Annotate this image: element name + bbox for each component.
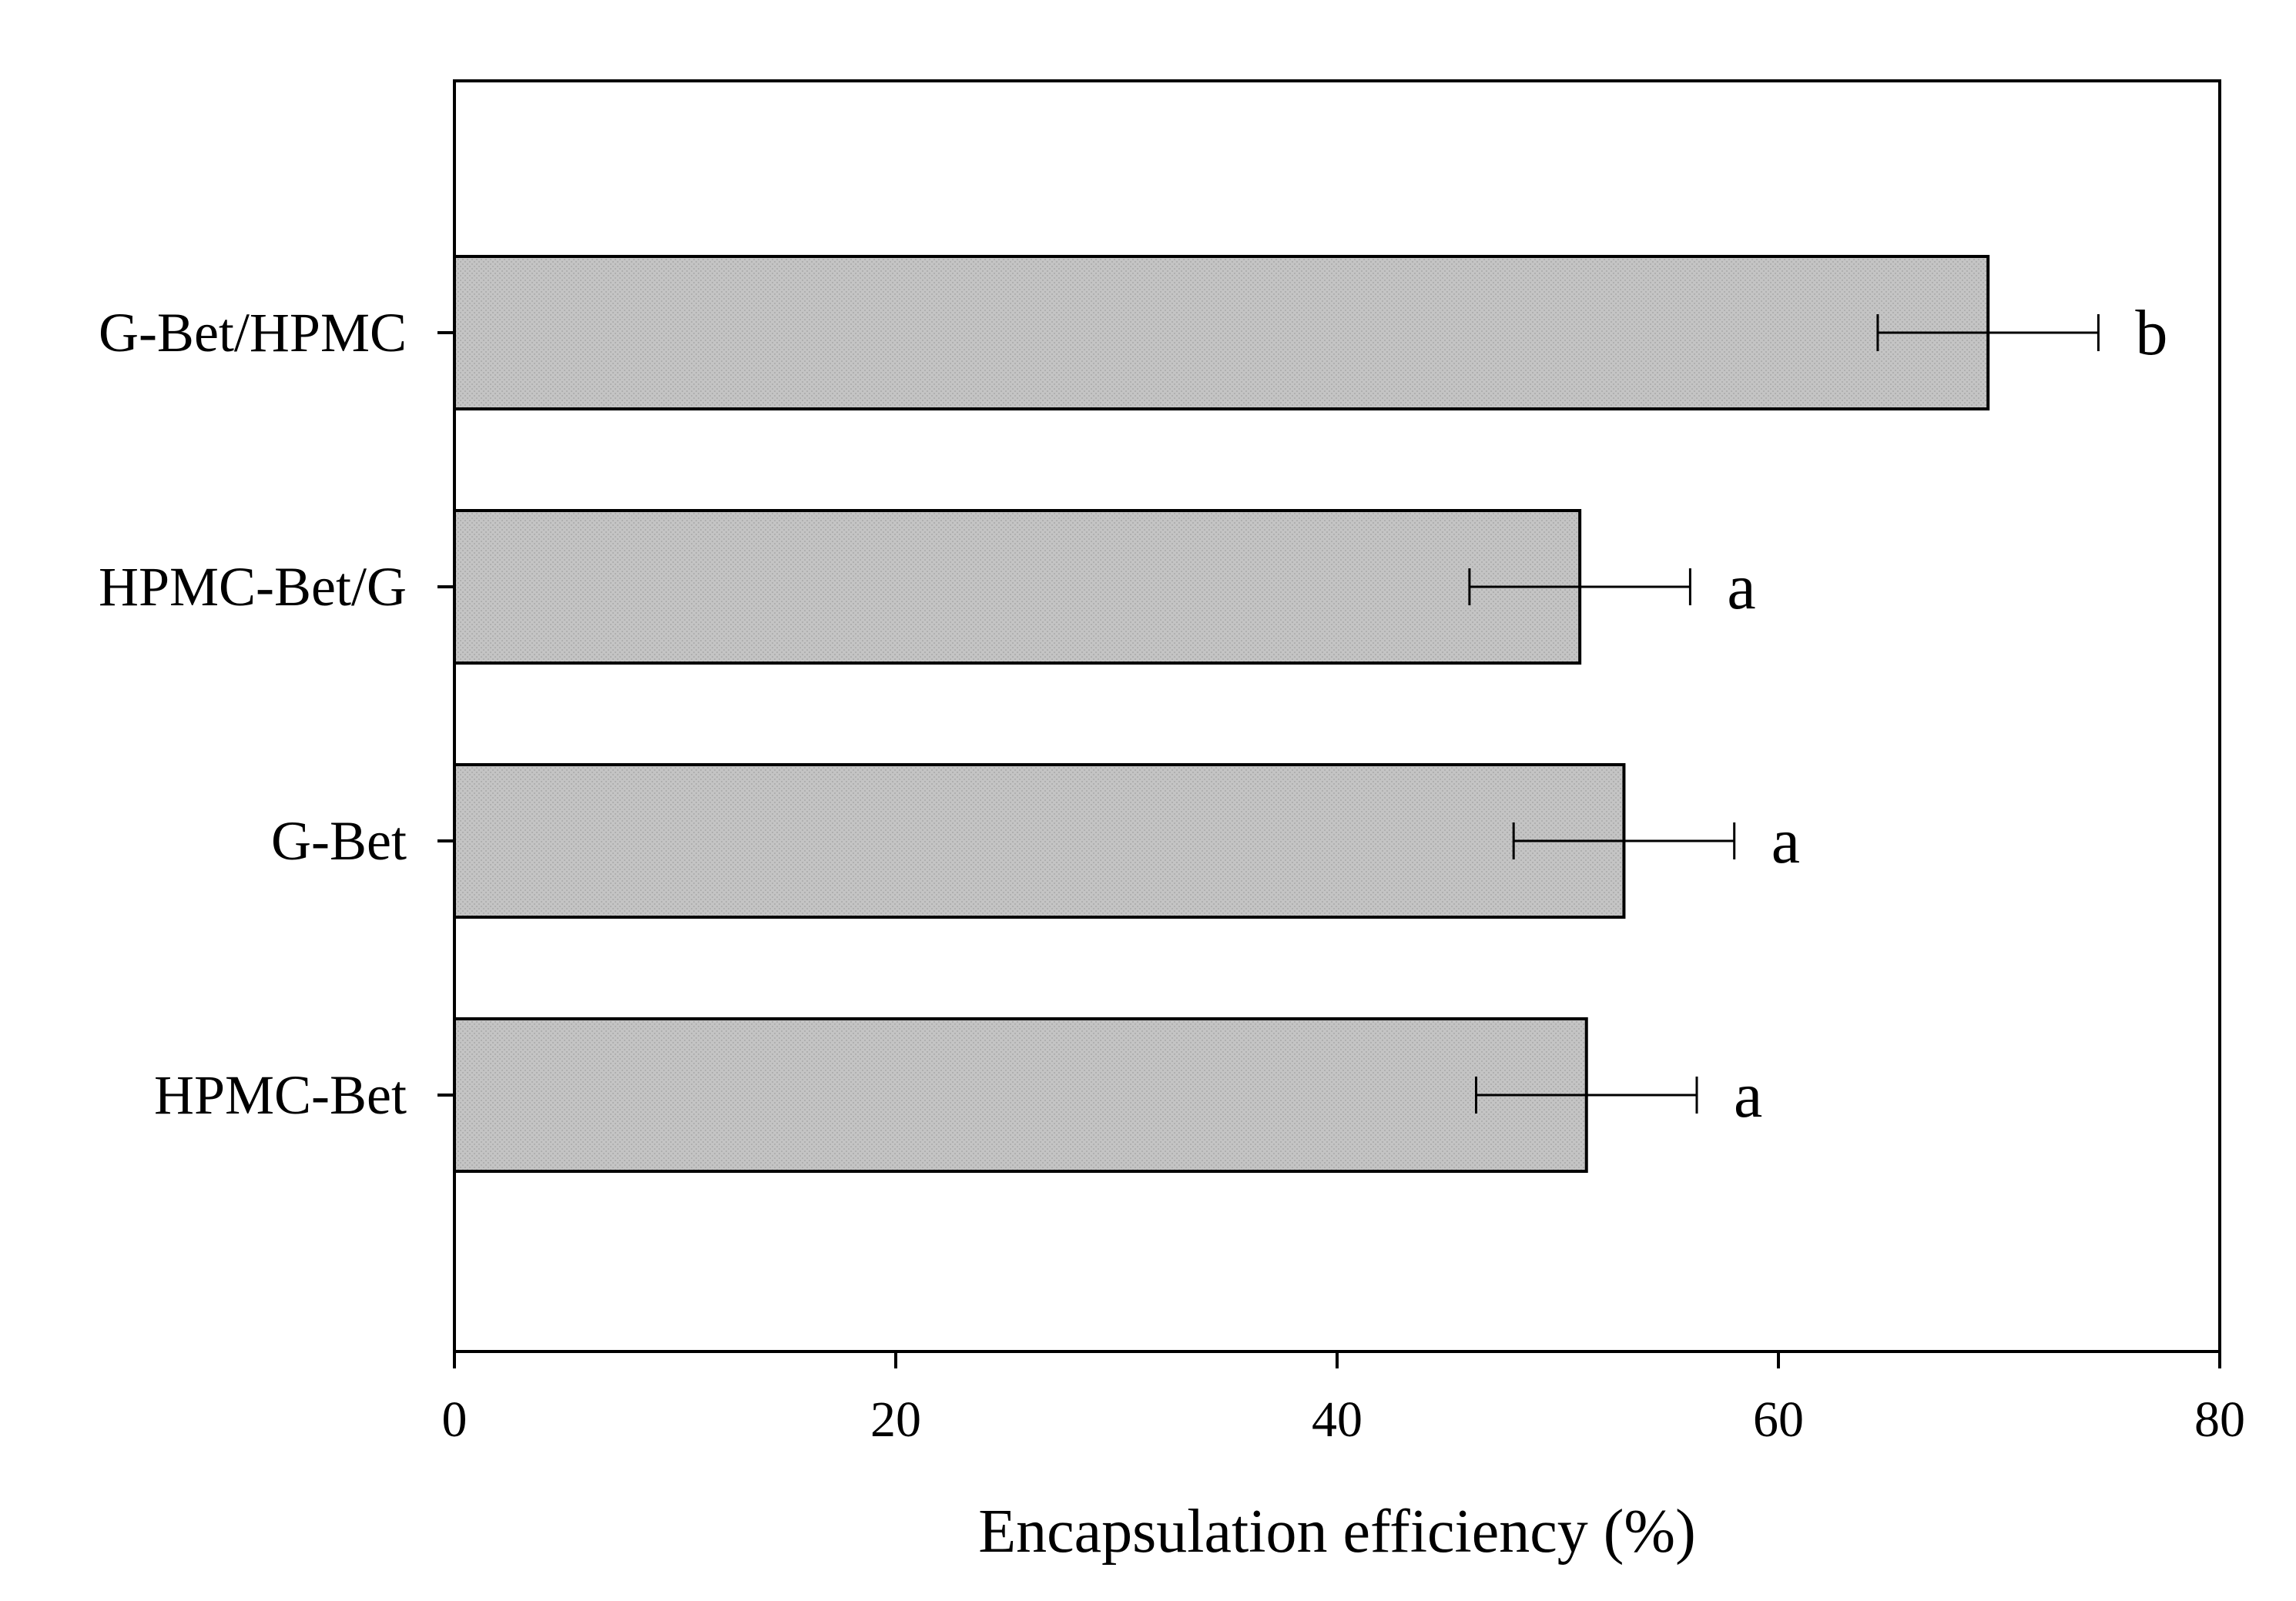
significance-label: a [1734, 1060, 1762, 1131]
error-bars-layer [1468, 314, 2100, 1114]
bar-g-bet [453, 763, 1626, 919]
significance-label: a [1727, 551, 1755, 623]
significance-labels-layer: b a a a [1727, 297, 2167, 1131]
x-tick-label: 80 [2194, 1392, 2245, 1448]
significance-label: a [1771, 806, 1800, 877]
error-bar-hpmc-bet-g [1468, 568, 1691, 605]
bar-hpmc-bet [453, 1017, 1588, 1173]
bars-layer [453, 255, 1990, 1173]
category-label: HPMC-Bet [154, 1064, 407, 1126]
x-tick-label: 40 [1312, 1392, 1363, 1448]
error-bar-g-bet [1512, 822, 1736, 859]
x-tick-label: 20 [870, 1392, 921, 1448]
x-axis-title: Encapsulation efficiency (%) [978, 1498, 1695, 1566]
bar-hpmc-bet-g [453, 509, 1582, 665]
category-label: G-Bet/HPMC [99, 302, 407, 363]
category-label: G-Bet [271, 810, 407, 872]
error-bar-hpmc-bet [1474, 1077, 1698, 1114]
bar-g-bet-hpmc [453, 255, 1990, 410]
x-axis: 0 20 40 60 80 [442, 1351, 2245, 1448]
x-tick-label: 60 [1753, 1392, 1804, 1448]
error-bar-g-bet-hpmc [1876, 314, 2100, 351]
y-axis: G-Bet/HPMC HPMC-Bet/G G-Bet HPMC-Bet [99, 302, 454, 1126]
category-label: HPMC-Bet/G [99, 556, 407, 618]
x-tick-label: 0 [442, 1392, 468, 1448]
significance-label: b [2135, 297, 2167, 369]
